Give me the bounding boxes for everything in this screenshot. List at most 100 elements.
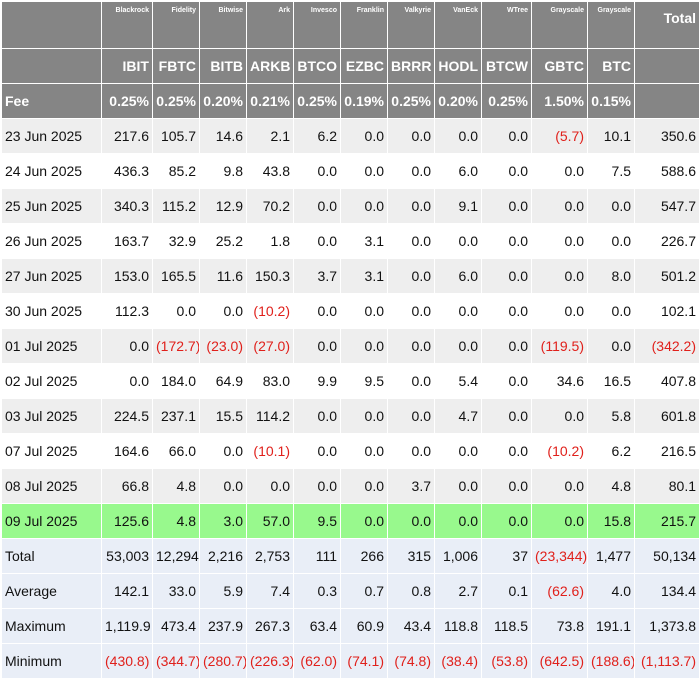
summary-cell: 0.1: [481, 573, 532, 609]
flow-cell: 0.0: [531, 398, 588, 434]
flow-cell: 85.2: [152, 153, 200, 189]
flow-cell: 150.3: [246, 258, 294, 294]
table-row: 27 Jun 2025 153.0 165.5 11.6 150.3 3.7 3.1 0.0 6…: [1, 258, 700, 294]
daily-flow-rows: 23 Jun 2025 217.6 105.7 14.6 2.1 6.2 0.0 0.0 0.0…: [1, 118, 700, 539]
summary-cell: 4.0: [587, 573, 635, 609]
summary-cell: (226.3): [246, 643, 294, 679]
row-total: 102.1: [634, 293, 700, 329]
flow-cell: 0.0: [481, 293, 532, 329]
flow-cell: 3.7: [293, 258, 341, 294]
flow-cell: (5.7): [531, 118, 588, 154]
flow-cell: 0.0: [531, 188, 588, 224]
fee-cell: 0.15%: [587, 83, 635, 119]
flow-cell: 0.0: [152, 293, 200, 329]
flow-cell: 0.0: [293, 188, 341, 224]
corner-cell: [1, 48, 102, 84]
flow-cell: 0.0: [481, 503, 532, 539]
flow-cell: 66.8: [101, 468, 153, 504]
ticker-cell: GBTC: [531, 48, 588, 84]
ticker-cell: HODL: [434, 48, 482, 84]
fee-row: Fee 0.25% 0.25% 0.20% 0.21% 0.25% 0.19% 0.25% 0…: [1, 83, 700, 119]
flow-cell: 0.0: [387, 188, 435, 224]
summary-cell: 50,134: [634, 538, 700, 574]
flow-cell: 0.0: [481, 328, 532, 364]
flow-cell: (172.7): [152, 328, 200, 364]
summary-cell: 2.7: [434, 573, 482, 609]
flow-cell: 112.3: [101, 293, 153, 329]
issuer-cell: Invesco: [293, 1, 341, 49]
issuer-cell: Bitwise: [199, 1, 247, 49]
flow-cell: 0.0: [387, 433, 435, 469]
flow-cell: 9.9: [293, 363, 341, 399]
summary-cell: 191.1: [587, 608, 635, 644]
flow-cell: 3.1: [340, 258, 388, 294]
flow-cell: 0.0: [531, 153, 588, 189]
flow-cell: 15.5: [199, 398, 247, 434]
row-date: 01 Jul 2025: [1, 328, 102, 364]
flow-cell: 0.0: [434, 223, 482, 259]
flow-cell: 4.8: [587, 468, 635, 504]
summary-cell: 1,119.9: [101, 608, 153, 644]
summary-cell: (430.8): [101, 643, 153, 679]
flow-cell: 64.9: [199, 363, 247, 399]
row-total: 350.6: [634, 118, 700, 154]
summary-cell: (74.8): [387, 643, 435, 679]
fee-cell: 0.25%: [387, 83, 435, 119]
row-date: 07 Jul 2025: [1, 433, 102, 469]
summary-cell: 37: [481, 538, 532, 574]
summary-cell: 1,373.8: [634, 608, 700, 644]
summary-row: Maximum 1,119.9 473.4 237.9 267.3 63.4 60.9 43.…: [1, 608, 700, 644]
table-row: 01 Jul 2025 0.0 (172.7) (23.0) (27.0) 0.0 0.0 0…: [1, 328, 700, 364]
flow-cell: 0.0: [531, 293, 588, 329]
fee-cell: 0.20%: [434, 83, 482, 119]
flow-cell: 0.0: [481, 118, 532, 154]
flow-cell: 1.8: [246, 223, 294, 259]
flow-cell: 4.8: [152, 468, 200, 504]
summary-cell: 73.8: [531, 608, 588, 644]
flow-cell: 0.0: [293, 398, 341, 434]
flow-cell: 6.0: [434, 153, 482, 189]
flow-cell: 0.0: [387, 503, 435, 539]
flow-cell: 0.0: [101, 328, 153, 364]
flow-cell: 14.6: [199, 118, 247, 154]
summary-cell: 267.3: [246, 608, 294, 644]
row-total: 407.8: [634, 363, 700, 399]
row-date: 30 Jun 2025: [1, 293, 102, 329]
flow-cell: 0.0: [434, 293, 482, 329]
summary-cell: (1,113.7): [634, 643, 700, 679]
flow-cell: 164.6: [101, 433, 153, 469]
flow-cell: 0.0: [481, 398, 532, 434]
fee-cell: 0.25%: [481, 83, 532, 119]
ticker-cell: BTCW: [481, 48, 532, 84]
summary-row: Minimum (430.8) (344.7) (280.7) (226.3) (62.0…: [1, 643, 700, 679]
summary-cell: (62.0): [293, 643, 341, 679]
flow-cell: 0.0: [340, 468, 388, 504]
ticker-cell: BRRR: [387, 48, 435, 84]
row-date: 02 Jul 2025: [1, 363, 102, 399]
summary-cell: 0.7: [340, 573, 388, 609]
flow-cell: 0.0: [340, 398, 388, 434]
summary-label: Total: [1, 538, 102, 574]
row-total: 547.7: [634, 188, 700, 224]
flow-cell: 0.0: [531, 223, 588, 259]
flow-cell: 9.5: [293, 503, 341, 539]
flow-cell: 6.0: [434, 258, 482, 294]
issuer-cell: Blackrock: [101, 1, 153, 49]
flow-cell: 9.5: [340, 363, 388, 399]
table-row: 26 Jun 2025 163.7 32.9 25.2 1.8 0.0 3.1 0.0 0.0 0…: [1, 223, 700, 259]
flow-cell: 114.2: [246, 398, 294, 434]
row-date: 27 Jun 2025: [1, 258, 102, 294]
flow-cell: 25.2: [199, 223, 247, 259]
summary-cell: (188.6): [587, 643, 635, 679]
summary-label: Maximum: [1, 608, 102, 644]
summary-row: Total 53,003 12,294 2,216 2,753 111 266 315 1,00…: [1, 538, 700, 574]
ticker-cell: ARKB: [246, 48, 294, 84]
table-row: 02 Jul 2025 0.0 184.0 64.9 83.0 9.9 9.5 0.0 5.4 0…: [1, 363, 700, 399]
flow-cell: 0.0: [531, 468, 588, 504]
flow-cell: 0.0: [387, 223, 435, 259]
summary-cell: 5.9: [199, 573, 247, 609]
summary-cell: 266: [340, 538, 388, 574]
summary-cell: 315: [387, 538, 435, 574]
summary-cell: (53.8): [481, 643, 532, 679]
flow-cell: 5.8: [587, 398, 635, 434]
